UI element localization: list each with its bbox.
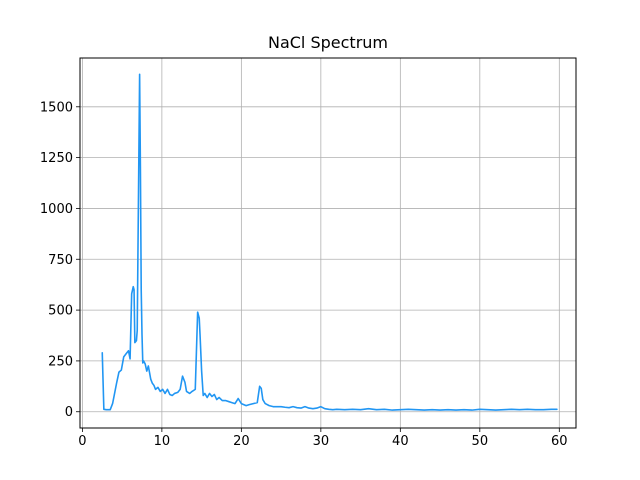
chart-title: NaCl Spectrum [268, 33, 388, 52]
y-tick-label: 1000 [40, 202, 73, 217]
y-tick-label: 0 [65, 405, 73, 420]
x-axis: 0 10 20 30 40 50 60 [78, 428, 568, 449]
plot-series [101, 73, 558, 411]
x-tick-label: 60 [551, 434, 568, 449]
y-tick-label: 250 [48, 354, 73, 369]
x-tick-label: 30 [313, 434, 330, 449]
x-tick-label: 20 [233, 434, 250, 449]
plot-frame [79, 57, 577, 429]
grid [80, 58, 576, 428]
series-line [101, 73, 558, 411]
y-tick-label: 1500 [40, 100, 73, 115]
y-axis: 0 250 500 750 1000 1250 1500 [40, 100, 80, 420]
x-tick-label: 10 [154, 434, 171, 449]
x-tick-label: 0 [78, 434, 86, 449]
y-tick-label: 1250 [40, 151, 73, 166]
x-tick-label: 50 [472, 434, 489, 449]
x-tick-label: 40 [392, 434, 409, 449]
y-tick-label: 500 [48, 304, 73, 319]
y-tick-label: 750 [48, 253, 73, 268]
